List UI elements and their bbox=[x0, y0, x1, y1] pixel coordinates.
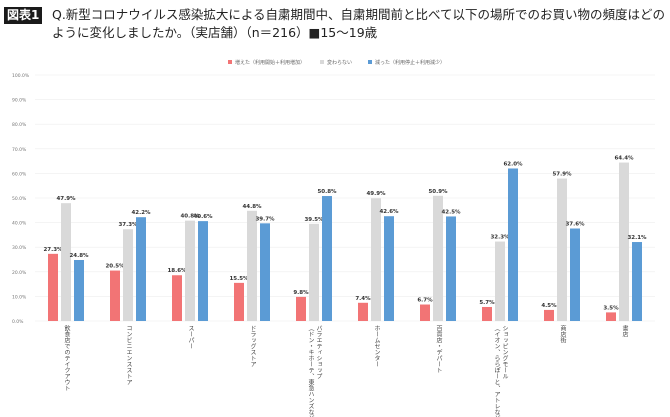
legend-label: 変わらない bbox=[327, 59, 352, 66]
y-tick-label: 70.0% bbox=[12, 147, 27, 153]
x-tick-label: ドラッグストア bbox=[249, 325, 256, 367]
data-label: 42.2% bbox=[131, 210, 151, 216]
bar bbox=[508, 168, 518, 321]
bar bbox=[322, 196, 332, 321]
x-tick-label: ショッピングモール （イオン、ららぽーと、アトレなど） bbox=[493, 325, 508, 417]
bar bbox=[172, 275, 182, 321]
data-label: 5.7% bbox=[479, 300, 495, 306]
bar bbox=[482, 306, 492, 321]
x-tick-label: 百貨店・デパート bbox=[435, 325, 442, 373]
bar bbox=[74, 259, 84, 321]
legend-swatch bbox=[368, 60, 372, 64]
data-label: 42.6% bbox=[379, 209, 399, 215]
legend-label: 減った（利用停止＋利用減少） bbox=[375, 59, 445, 66]
bar bbox=[544, 309, 554, 321]
bar bbox=[371, 198, 381, 321]
data-label: 32.1% bbox=[627, 235, 647, 241]
x-tick-label: スーパー bbox=[187, 325, 194, 349]
bar bbox=[110, 270, 120, 321]
bar bbox=[557, 178, 567, 321]
data-label: 39.5% bbox=[304, 217, 324, 223]
bar bbox=[619, 162, 629, 321]
bar bbox=[185, 220, 195, 321]
bar bbox=[606, 312, 616, 321]
x-tick-label: コンビニエンスストア bbox=[125, 325, 132, 385]
data-label: 57.9% bbox=[552, 172, 572, 178]
data-label: 49.9% bbox=[366, 191, 386, 197]
bar bbox=[570, 228, 580, 321]
data-label: 39.7% bbox=[255, 216, 275, 222]
data-label: 32.3% bbox=[490, 235, 510, 241]
data-label: 40.8% bbox=[180, 214, 200, 220]
data-label: 62.0% bbox=[503, 161, 523, 167]
x-tick-label: 商店街 bbox=[559, 325, 566, 343]
data-label: 18.6% bbox=[167, 268, 187, 274]
x-tick-label: 書店 bbox=[621, 325, 628, 337]
data-label: 37.6% bbox=[565, 222, 585, 228]
y-tick-label: 40.0% bbox=[12, 221, 27, 227]
data-label: 3.5% bbox=[603, 305, 619, 311]
x-tick-label: バラエティショップ （ドン・キホーテ、東急ハンズなど） bbox=[307, 325, 322, 417]
bar bbox=[384, 216, 394, 321]
bar bbox=[247, 210, 257, 321]
data-label: 64.4% bbox=[614, 156, 634, 162]
x-tick-label: ホームセンター bbox=[373, 325, 380, 367]
data-label: 7.4% bbox=[355, 296, 371, 302]
question-title: Q.新型コロナウイルス感染拡大による自粛期間中、自粛期間前と比べて以下の場所での… bbox=[52, 7, 665, 40]
bar bbox=[123, 229, 133, 321]
legend-swatch bbox=[228, 60, 232, 64]
data-label: 50.8% bbox=[317, 189, 337, 195]
y-tick-label: 10.0% bbox=[12, 294, 27, 300]
data-label: 27.3% bbox=[43, 247, 63, 253]
y-tick-label: 20.0% bbox=[12, 270, 27, 276]
figure-badge: 図表1 bbox=[4, 7, 43, 24]
bar bbox=[48, 253, 58, 321]
data-label: 4.5% bbox=[541, 303, 557, 309]
legend-label: 増えた（利用開始＋利用増加） bbox=[235, 59, 305, 66]
bar bbox=[433, 195, 443, 321]
legend-swatch bbox=[320, 60, 324, 64]
x-tick-label: 飲食店でのテイクアウト bbox=[63, 325, 70, 391]
bar bbox=[296, 296, 306, 321]
bar bbox=[61, 203, 71, 321]
bar bbox=[234, 282, 244, 321]
data-label: 6.7% bbox=[417, 298, 433, 304]
bar bbox=[309, 223, 319, 321]
data-label: 40.6% bbox=[193, 214, 213, 220]
data-label: 24.8% bbox=[69, 253, 89, 259]
data-label: 44.8% bbox=[242, 204, 262, 210]
y-tick-label: 60.0% bbox=[12, 171, 27, 177]
bar bbox=[260, 223, 270, 321]
bar bbox=[420, 304, 430, 321]
y-tick-label: 0.0% bbox=[12, 319, 24, 325]
bar bbox=[136, 217, 146, 321]
data-label: 20.5% bbox=[105, 264, 125, 270]
y-tick-label: 100.0% bbox=[12, 73, 30, 79]
data-label: 9.8% bbox=[293, 290, 309, 296]
y-tick-label: 90.0% bbox=[12, 98, 27, 104]
bar bbox=[358, 302, 368, 321]
data-label: 37.3% bbox=[118, 222, 138, 228]
bar bbox=[446, 216, 456, 321]
bar bbox=[198, 221, 208, 321]
y-tick-label: 30.0% bbox=[12, 245, 27, 251]
y-tick-label: 80.0% bbox=[12, 122, 27, 128]
data-label: 50.9% bbox=[428, 189, 448, 195]
bar bbox=[495, 241, 505, 321]
data-label: 47.9% bbox=[56, 196, 76, 202]
y-tick-label: 50.0% bbox=[12, 196, 27, 202]
data-label: 42.5% bbox=[441, 209, 461, 215]
data-label: 15.5% bbox=[229, 276, 249, 282]
bar bbox=[632, 242, 642, 321]
